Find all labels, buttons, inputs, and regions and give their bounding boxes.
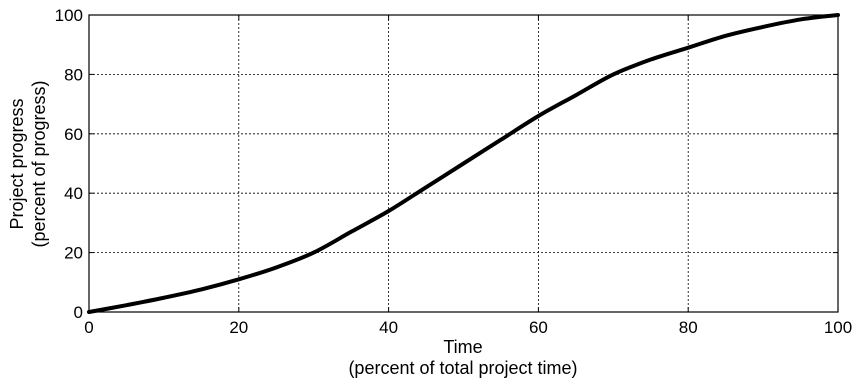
x-tick-label: 80 [679, 318, 698, 337]
grid [89, 15, 838, 312]
progress-curve [87, 13, 840, 314]
x-tick-label: 100 [824, 318, 852, 337]
y-tick-label: 80 [64, 65, 83, 84]
y-tick-label: 0 [74, 303, 83, 322]
y-axis-label-line1: Project progress [7, 98, 27, 229]
y-tick-labels: 0 20 40 60 80 100 [55, 6, 83, 322]
y-tick-label: 60 [64, 125, 83, 144]
x-tick-label: 20 [229, 318, 248, 337]
series-layer [87, 13, 840, 314]
x-tick-labels: 0 20 40 60 80 100 [84, 318, 852, 337]
x-axis-label-line2: (percent of total project time) [348, 358, 577, 378]
y-axis-label-line2: (percent of progress) [29, 80, 49, 247]
y-tick-label: 40 [64, 184, 83, 203]
x-tick-label: 40 [379, 318, 398, 337]
x-axis-label-line1: Time [443, 337, 482, 357]
y-tick-label: 20 [64, 244, 83, 263]
plot-frame [88, 14, 839, 313]
y-tick-label: 100 [55, 6, 83, 25]
x-tick-label: 60 [529, 318, 548, 337]
x-tick-label: 0 [84, 318, 93, 337]
